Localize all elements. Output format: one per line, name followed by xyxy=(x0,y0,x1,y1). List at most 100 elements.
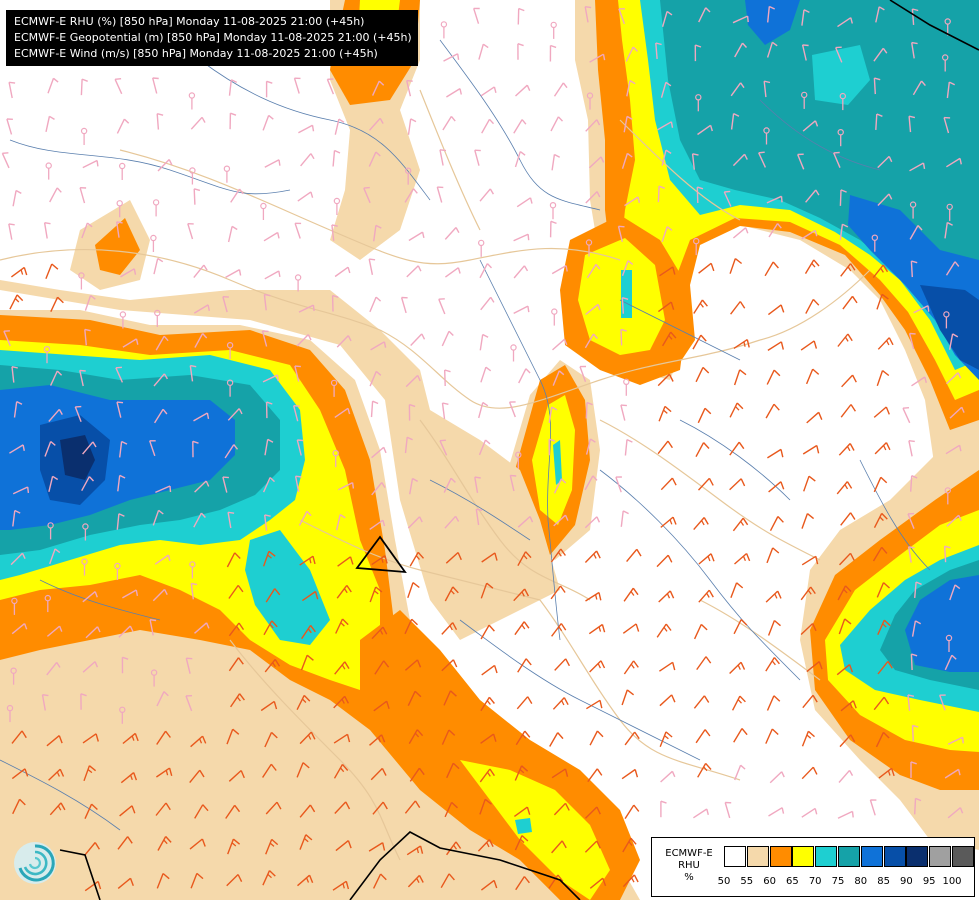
wind-barb-feather xyxy=(561,700,565,706)
wind-barb-staff xyxy=(944,768,959,779)
wind-barb-feather xyxy=(550,220,557,225)
wind-barb-feather xyxy=(486,582,494,589)
wind-barb-staff xyxy=(696,656,707,671)
wind-barb-feather xyxy=(630,663,635,669)
wind-barb-staff xyxy=(589,730,599,746)
wind-barb-staff xyxy=(873,47,884,62)
wind-barb-feather xyxy=(634,769,639,778)
wind-barb-feather xyxy=(529,516,534,523)
wind-barb-feather xyxy=(293,405,300,407)
wind-barb-staff xyxy=(296,695,305,711)
wind-barb-feather xyxy=(157,257,164,263)
wind-barb-feather xyxy=(238,408,243,415)
wind-barb-staff xyxy=(152,77,158,94)
wind-barb-feather xyxy=(196,872,204,880)
wind-barb-staff xyxy=(293,77,300,94)
wind-barb-staff xyxy=(837,333,849,347)
wind-barb-staff xyxy=(693,299,703,314)
wind-barb-staff xyxy=(553,802,567,816)
wind-barb-feather xyxy=(598,592,602,601)
wind-barb-feather xyxy=(739,369,747,376)
wind-barb-staff xyxy=(478,44,484,60)
wind-barb-feather xyxy=(620,404,627,407)
wind-barb-feather xyxy=(705,656,712,664)
wind-barb-staff xyxy=(724,802,731,819)
wind-barb-feather xyxy=(205,622,210,629)
wind-barb-staff xyxy=(655,42,658,59)
wind-barb-feather xyxy=(806,734,812,739)
wind-barb-staff xyxy=(264,270,280,280)
wind-barb-feather xyxy=(157,113,164,116)
wind-barb-feather xyxy=(488,839,494,848)
wind-barb-feather xyxy=(302,762,310,769)
wind-barb-staff xyxy=(11,768,26,780)
wind-barb-calm xyxy=(260,202,267,210)
wind-barb-staff xyxy=(550,585,562,600)
wind-barb-feather xyxy=(493,880,498,889)
wind-barb-staff xyxy=(407,691,416,706)
wind-barb-feather xyxy=(310,731,316,740)
wind-barb-staff xyxy=(508,401,516,418)
wind-barb-staff xyxy=(767,341,782,351)
wind-barb-staff xyxy=(373,225,377,242)
wind-barb-staff xyxy=(764,261,774,277)
wind-barb-feather xyxy=(672,266,676,275)
legend-unit: % xyxy=(684,872,694,883)
wind-barb-staff xyxy=(227,408,240,421)
wind-barb-feather xyxy=(850,734,856,743)
wind-barb-staff xyxy=(334,407,349,418)
wind-barb-feather xyxy=(527,696,533,704)
wind-barb-feather xyxy=(264,514,271,517)
wind-barb-feather xyxy=(666,226,673,231)
wind-barb-feather xyxy=(152,77,159,80)
wind-barb-staff xyxy=(193,412,208,422)
wind-barb-staff xyxy=(45,116,51,133)
wind-barb-feather xyxy=(133,268,137,275)
wind-barb-feather xyxy=(704,729,711,737)
wind-barb-feather xyxy=(455,227,460,234)
wind-barb-staff xyxy=(877,155,890,169)
wind-barb-feather xyxy=(524,730,531,738)
wind-barb-staff xyxy=(661,226,668,243)
wind-barb-staff xyxy=(624,804,635,819)
wind-barb-feather xyxy=(382,520,386,527)
wind-barb-staff xyxy=(296,439,302,456)
wind-barb-feather xyxy=(411,618,418,626)
wind-barb-staff xyxy=(155,802,167,816)
legend-title-variable: RHU xyxy=(678,860,700,871)
wind-barb-feather xyxy=(418,875,424,883)
wind-barb-feather xyxy=(167,554,171,562)
wind-barb-staff xyxy=(479,263,489,279)
wind-barb-staff xyxy=(548,874,559,889)
wind-barb-staff xyxy=(228,622,240,637)
wind-barb-feather xyxy=(886,340,890,346)
wind-barb-staff xyxy=(945,444,960,455)
wind-barb-staff xyxy=(877,193,890,206)
rhu-streak-slovakia-70 xyxy=(621,270,632,318)
wind-barb-staff xyxy=(119,441,123,458)
wind-barb-feather xyxy=(373,590,379,595)
wind-barb-feather xyxy=(595,550,601,559)
wind-barb-staff xyxy=(298,124,313,134)
wind-barb-feather xyxy=(375,370,382,376)
country-border xyxy=(0,249,381,331)
river xyxy=(759,99,881,171)
wind-barb-feather xyxy=(529,197,533,204)
wind-barb-feather xyxy=(527,234,530,241)
wind-barb-staff xyxy=(369,371,377,387)
wind-barb-staff xyxy=(909,162,924,172)
wind-barb-feather xyxy=(307,334,312,341)
wind-barb-staff xyxy=(698,589,710,603)
wind-barb-staff xyxy=(947,807,961,819)
wind-barb-feather xyxy=(412,477,419,483)
rhu-band-west-55-upper xyxy=(0,280,560,640)
wind-barb-staff xyxy=(261,330,268,347)
wind-barb-staff xyxy=(153,258,159,275)
wind-barb-feather xyxy=(452,622,458,631)
wind-barb-feather xyxy=(548,438,556,442)
wind-barb-feather xyxy=(635,623,640,632)
wind-barb-feather xyxy=(457,267,461,274)
wind-barb-feather xyxy=(563,697,569,706)
wind-barb-feather xyxy=(379,629,384,635)
wind-barb-feather xyxy=(363,186,370,189)
